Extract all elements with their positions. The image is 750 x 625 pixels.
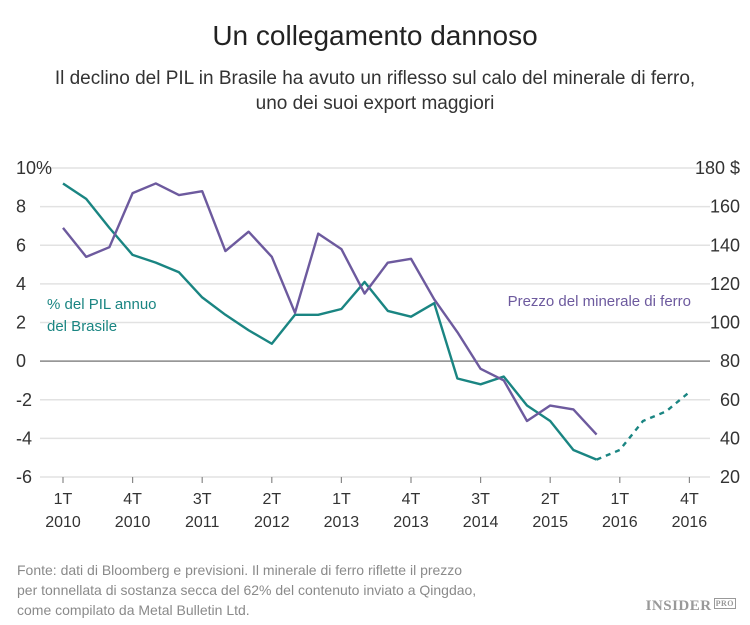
subtitle-line: Il declino del PIL in Brasile ha avuto u… [54, 68, 696, 89]
x-tick-label: 2010 [45, 514, 81, 531]
right-tick-label: 160 [710, 197, 740, 217]
x-tick-label: 1T [610, 491, 629, 508]
footnote-line: Fonte: dati di Bloomberg e previsioni. I… [17, 562, 463, 578]
x-tick-label: 3T [471, 491, 490, 508]
right-tick-label: 80 [720, 351, 740, 371]
x-tick-label: 4T [123, 491, 142, 508]
right-tick-label: 40 [720, 428, 740, 448]
x-tick-label: 2016 [602, 514, 638, 531]
left-tick-label: -6 [16, 467, 32, 487]
left-tick-label: 2 [16, 313, 26, 333]
x-tick-label: 2010 [115, 514, 151, 531]
x-tick-label: 2016 [672, 514, 708, 531]
right-tick-label: 180 $ [695, 158, 740, 178]
x-tick-label: 2015 [532, 514, 568, 531]
right-tick-label: 120 [710, 274, 740, 294]
x-tick-label: 2011 [185, 514, 220, 531]
x-tick-label: 3T [193, 491, 212, 508]
logo-text: INSIDER [645, 598, 712, 614]
series-label-gdp: % del PIL annuo [47, 296, 157, 313]
insider-pro-logo: INSIDER PRO [646, 598, 736, 615]
right-tick-label: 20 [720, 467, 740, 487]
x-tick-label: 4T [680, 491, 699, 508]
left-tick-label: 6 [16, 235, 26, 255]
x-tick-label: 2013 [324, 514, 360, 531]
left-tick-label: -2 [16, 390, 32, 410]
x-tick-label: 2013 [393, 514, 429, 531]
chart-subtitle: Il declino del PIL in Brasile ha avuto u… [0, 66, 750, 116]
left-tick-label: 4 [16, 274, 26, 294]
footnote-line: per tonnellata di sostanza secca del 62%… [17, 582, 477, 598]
right-tick-label: 100 [710, 313, 740, 333]
x-tick-label: 4T [402, 491, 421, 508]
series-label-gdp: del Brasile [47, 318, 117, 335]
x-tick-label: 1T [332, 491, 351, 508]
left-tick-label: 10% [16, 158, 52, 178]
x-tick-label: 1T [54, 491, 73, 508]
series-line-gdp [62, 182, 598, 461]
x-tick-label: 2014 [463, 514, 499, 531]
left-tick-label: 0 [16, 351, 26, 371]
x-tick-label: 2T [262, 491, 281, 508]
left-tick-label: -4 [16, 428, 32, 448]
series-label-iron-ore: Prezzo del minerale di ferro [508, 293, 691, 310]
subtitle-line: uno dei suoi export maggiori [255, 93, 495, 114]
right-tick-label: 140 [710, 235, 740, 255]
right-tick-label: 60 [720, 390, 740, 410]
logo-sup: PRO [713, 598, 736, 609]
footnote-line: come compilato da Metal Bulletin Ltd. [17, 602, 250, 618]
series-line-iron-ore [62, 182, 598, 436]
series-forecast-line-gdp [596, 391, 691, 461]
x-tick-label: 2T [541, 491, 560, 508]
footnote: Fonte: dati di Bloomberg e previsioni. I… [17, 560, 657, 620]
left-tick-label: 8 [16, 197, 26, 217]
chart-title: Un collegamento dannoso [212, 20, 538, 51]
x-tick-label: 2012 [254, 514, 290, 531]
